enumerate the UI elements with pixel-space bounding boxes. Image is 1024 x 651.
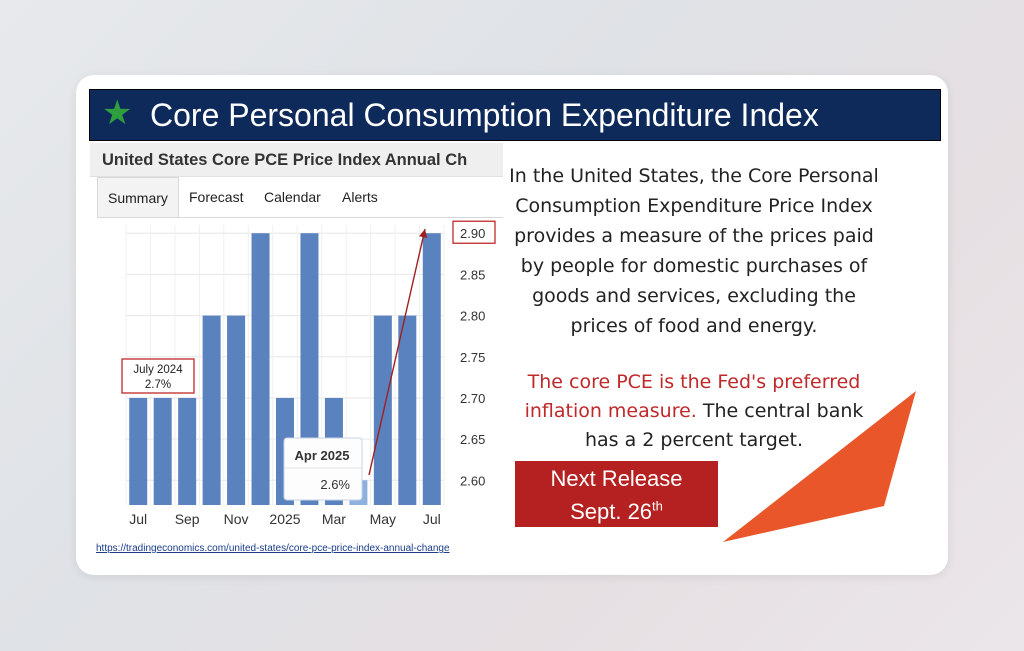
bar xyxy=(178,397,197,505)
bar xyxy=(202,315,221,505)
x-tick-label: Nov xyxy=(224,511,249,527)
y-tick-label: 2.65 xyxy=(460,432,485,447)
x-tick-label: May xyxy=(370,511,396,527)
y-tick-label: 2.60 xyxy=(460,473,485,488)
fed-note-rest: The central bank has a 2 percent target. xyxy=(584,400,864,451)
y-tick-label: 2.70 xyxy=(460,391,485,406)
release-date-text: Sept. 26 xyxy=(570,499,653,525)
y-tick-label: 2.85 xyxy=(460,267,485,282)
release-date-suffix: th xyxy=(652,499,663,514)
bar xyxy=(129,397,148,505)
star-icon: ★ xyxy=(102,94,133,132)
tab-alerts[interactable]: Alerts xyxy=(342,189,378,205)
tab-summary[interactable]: Summary xyxy=(97,177,179,217)
bar xyxy=(422,233,441,505)
fed-note-highlight: The core PCE is the Fed's preferred infl… xyxy=(524,371,861,422)
source-link[interactable]: https://tradingeconomics.com/united-stat… xyxy=(96,543,450,554)
y-tick-label: 2.75 xyxy=(460,350,485,365)
latest-value-box xyxy=(452,220,496,244)
trend-arrow xyxy=(368,228,428,476)
next-release-box: Next Release Sept. 26th xyxy=(515,461,718,527)
tooltip-box xyxy=(283,437,363,501)
bar xyxy=(251,233,270,505)
slide-title: Core Personal Consumption Expenditure In… xyxy=(150,97,819,133)
x-tick-label: 2025 xyxy=(269,511,300,527)
x-tick-label: Jul xyxy=(129,511,147,527)
panel-tabs: Summary Forecast Calendar Alerts xyxy=(97,177,503,218)
accent-triangle xyxy=(723,391,916,542)
tooltip-value: 2.6% xyxy=(320,477,350,492)
description-text: In the United States, the Core Personal … xyxy=(509,165,879,337)
first-value-annotation xyxy=(121,358,195,394)
y-tick-label: 2.90 xyxy=(460,226,485,241)
x-tick-label: Jul xyxy=(423,511,441,527)
bar xyxy=(373,315,392,505)
x-tick-label: Sep xyxy=(175,511,200,527)
slide-card: ★ Core Personal Consumption Expenditure … xyxy=(76,75,948,575)
bar-chart: 2.60 2.65 2.70 2.75 2.80 2.85 2.90 Jul Sep Nov 202… xyxy=(121,220,496,527)
panel-title: United States Core PCE Price Index Annua… xyxy=(90,143,503,177)
first-value-annotation-value: 2.7% xyxy=(145,379,171,391)
tab-forecast[interactable]: Forecast xyxy=(189,189,244,205)
fed-note: The core PCE is the Fed's preferred infl… xyxy=(506,368,882,455)
bar xyxy=(300,233,319,505)
bar xyxy=(227,315,246,505)
release-date: Sept. 26th xyxy=(570,499,663,524)
x-tick-label: Mar xyxy=(322,511,346,527)
orange-triangle-shape xyxy=(723,391,916,542)
tooltip-title: Apr 2025 xyxy=(295,448,350,463)
bar xyxy=(153,397,172,505)
y-tick-label: 2.80 xyxy=(460,309,485,324)
title-banner: ★ Core Personal Consumption Expenditure … xyxy=(89,89,941,141)
tab-calendar[interactable]: Calendar xyxy=(264,189,321,205)
bar xyxy=(398,315,417,505)
release-label: Next Release xyxy=(550,466,683,491)
first-value-annotation-title: July 2024 xyxy=(133,364,183,376)
